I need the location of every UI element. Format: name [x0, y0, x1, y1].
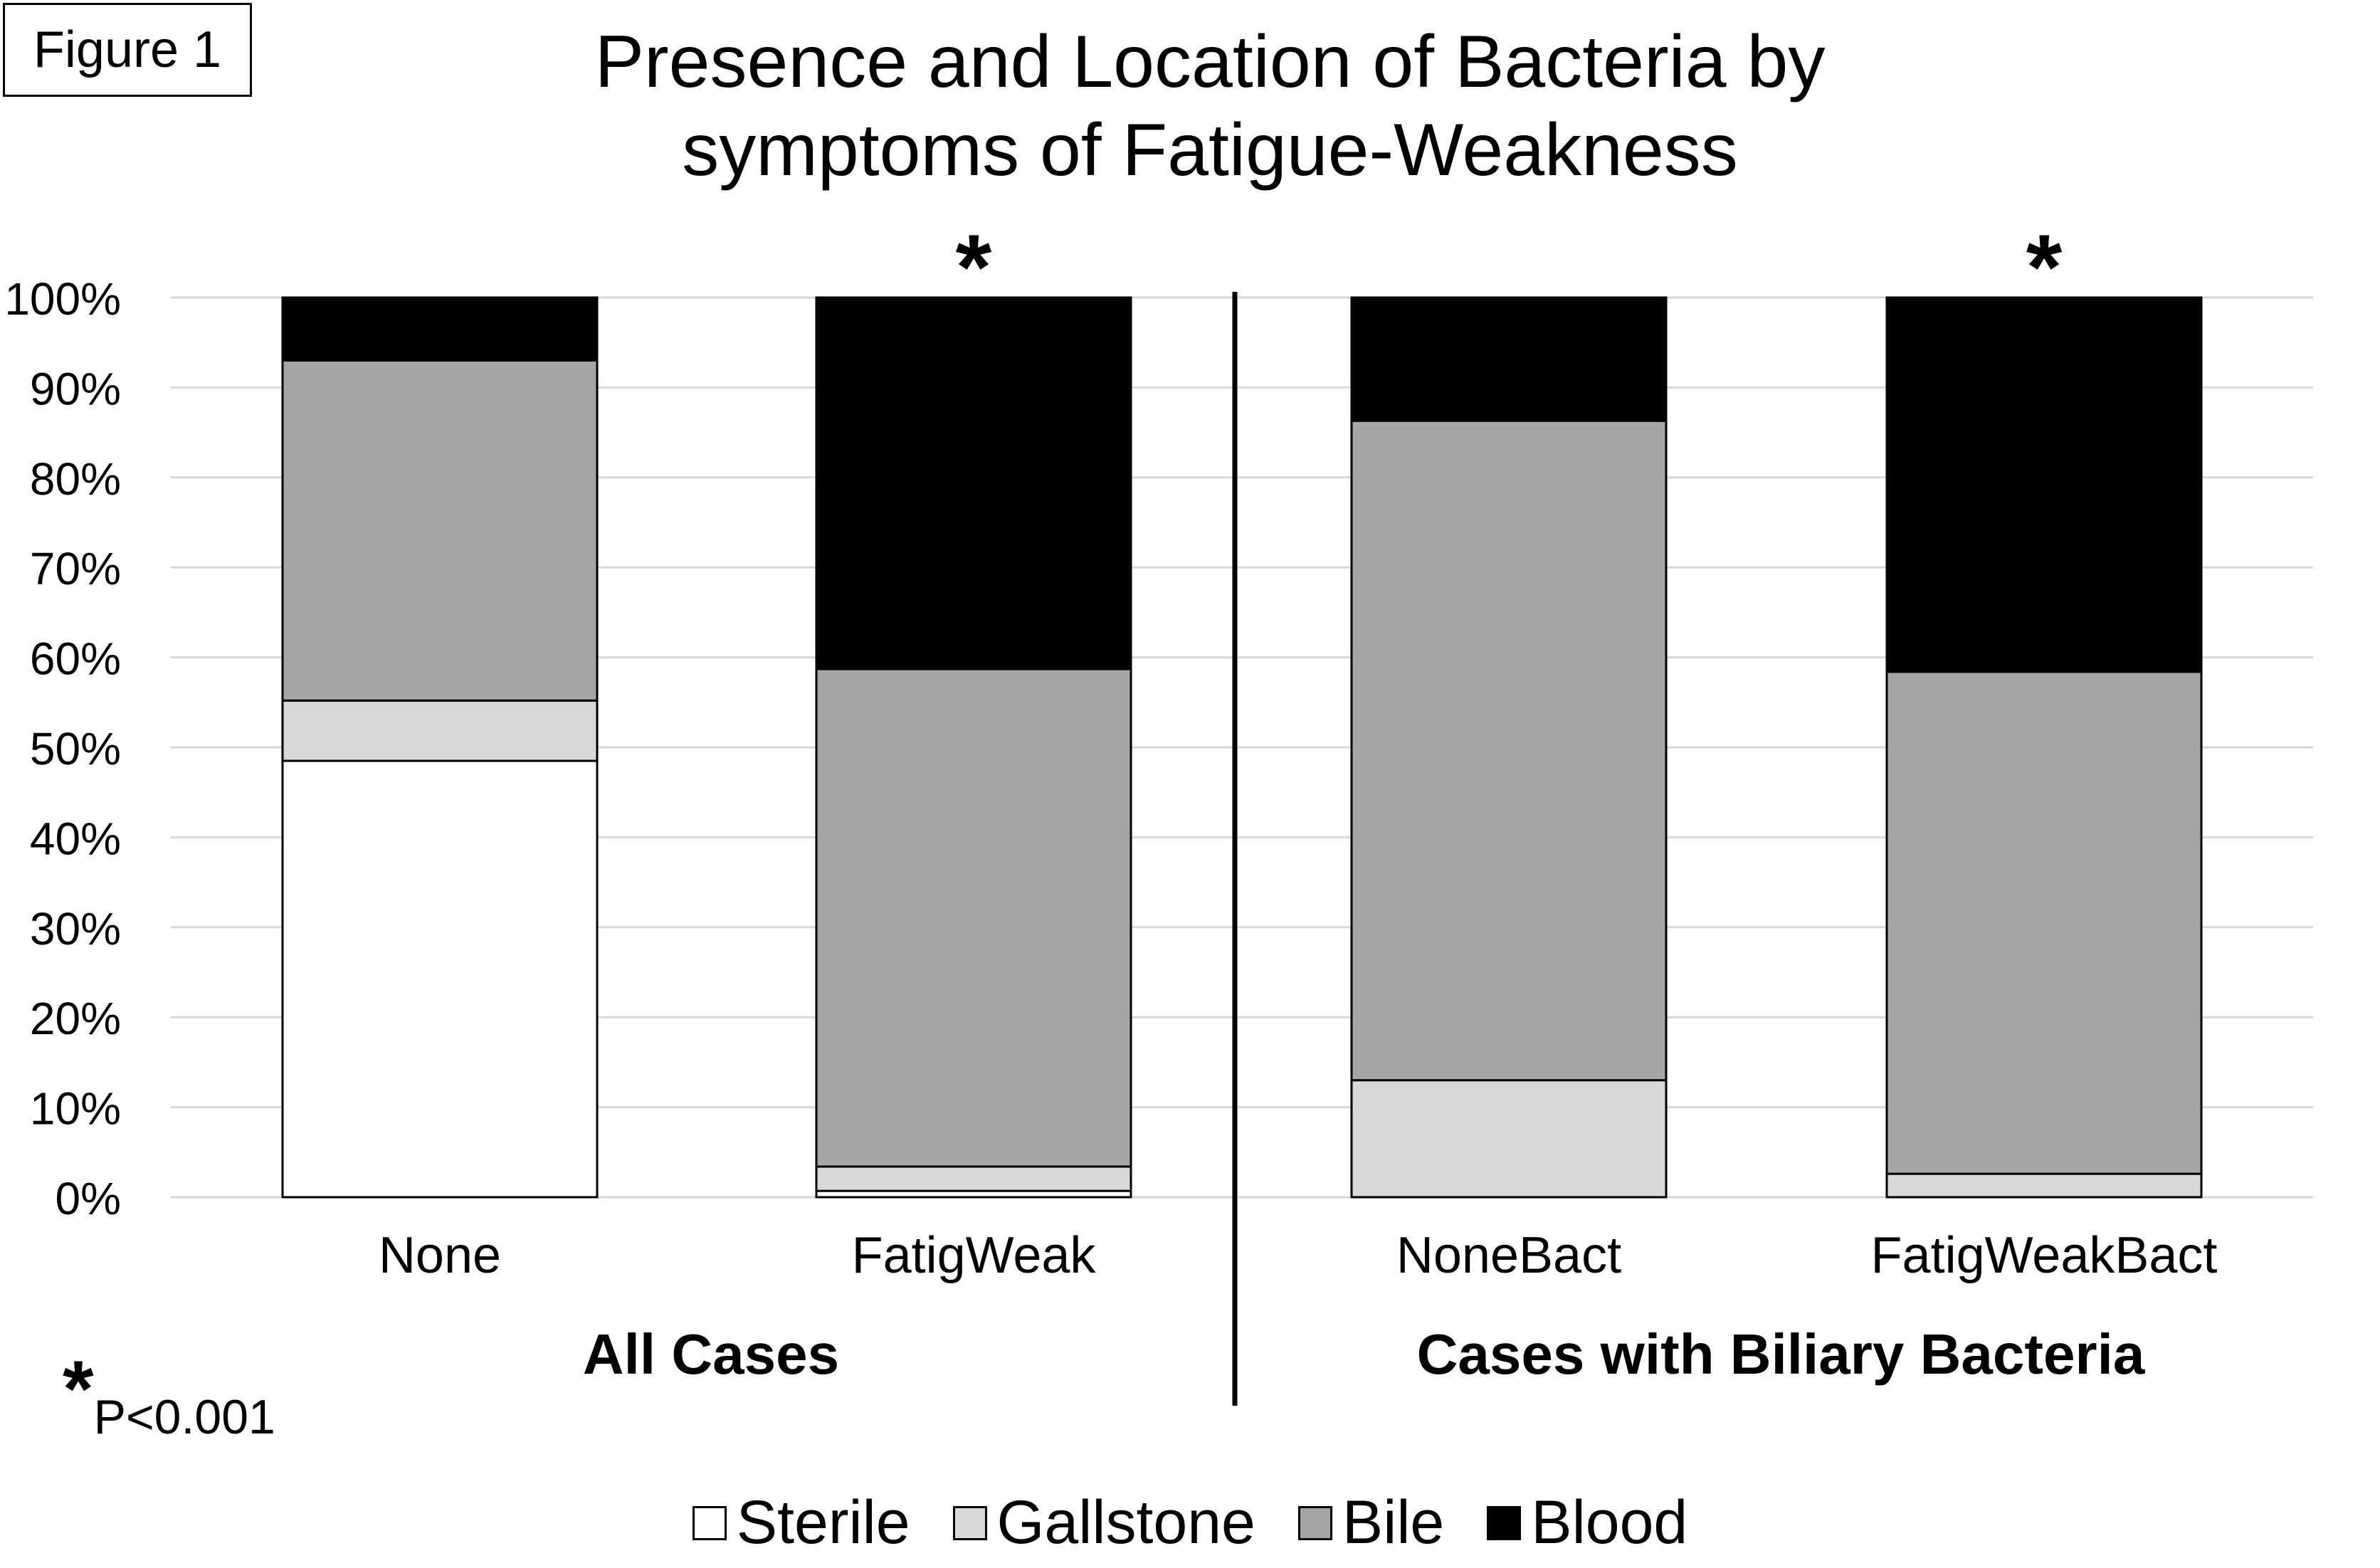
y-tick-label: 70%	[30, 543, 121, 594]
y-tick-label: 80%	[30, 453, 121, 505]
bar-segment-bile	[281, 359, 599, 702]
x-tick-label: NoneBact	[1396, 1227, 1621, 1284]
footnote-text: P<0.001	[93, 1390, 275, 1444]
legend-item-sterile: Sterile	[692, 1488, 910, 1558]
footnote: *P<0.001	[63, 1349, 275, 1445]
bar-segment-blood	[281, 296, 599, 362]
figure-label: Figure 1	[3, 3, 252, 97]
bar-segment-blood	[1885, 296, 2203, 673]
y-tick-label: 10%	[30, 1083, 121, 1135]
bar-segment-blood	[1350, 296, 1668, 422]
bar-stack-fatigweakbact	[1885, 296, 2203, 1199]
bar-segment-bile	[1885, 670, 2203, 1175]
bar-segment-gallstone	[281, 699, 599, 762]
significance-marker: *	[2026, 215, 2063, 319]
legend-label: Bile	[1342, 1488, 1445, 1557]
bar-segment-gallstone	[1350, 1079, 1668, 1199]
bar-segment-bile	[1350, 419, 1668, 1082]
x-tick-label: FatigWeakBact	[1871, 1227, 2218, 1284]
bar-segment-gallstone	[1885, 1172, 2203, 1199]
y-tick-label: 40%	[30, 813, 121, 864]
y-tick-label: 100%	[4, 273, 121, 325]
legend: Sterile Gallstone Bile Blood	[0, 1488, 2380, 1558]
legend-item-bile: Bile	[1297, 1488, 1445, 1558]
bars	[281, 296, 2203, 1199]
legend-item-blood: Blood	[1487, 1488, 1687, 1558]
x-tick-label: FatigWeak	[852, 1227, 1097, 1284]
y-tick-label: 50%	[30, 723, 121, 774]
y-tick-label: 20%	[30, 993, 121, 1044]
chart-title-line-1: Presence and Location of Bacteria by	[594, 21, 1826, 103]
bar-stack-fatigweak	[815, 296, 1132, 1199]
legend-swatch	[1487, 1505, 1522, 1540]
group-labels: All Cases Cases with Biliary Bacteria	[583, 1322, 2145, 1386]
legend-label: Sterile	[736, 1488, 910, 1557]
significance-markers: * *	[956, 215, 2063, 319]
legend-swatch	[952, 1505, 987, 1540]
significance-marker: *	[956, 215, 992, 319]
y-tick-label: 90%	[30, 363, 121, 414]
y-tick-label: 0%	[56, 1173, 122, 1224]
y-tick-label: 30%	[30, 903, 121, 954]
chart-title-line-2: symptoms of Fatigue-Weakness	[682, 109, 1738, 191]
bar-segment-bile	[815, 668, 1132, 1168]
chart-title: Presence and Location of Bacteria by sym…	[463, 18, 1957, 194]
legend-label: Blood	[1531, 1488, 1688, 1557]
legend-swatch	[1297, 1505, 1332, 1540]
group-label: All Cases	[583, 1322, 839, 1386]
bar-stack-none	[281, 296, 599, 1199]
bar-segment-gallstone	[815, 1165, 1132, 1192]
legend-label: Gallstone	[996, 1488, 1255, 1557]
x-axis-ticks: None FatigWeak NoneBact FatigWeakBact	[379, 1227, 2218, 1284]
legend-swatch	[692, 1505, 727, 1540]
group-label: Cases with Biliary Bacteria	[1417, 1322, 2145, 1386]
bar-segment-blood	[815, 296, 1132, 670]
footnote-marker: *	[63, 1345, 94, 1433]
y-axis-ticks: 0% 10% 20% 30% 40% 50% 60% 70% 80% 90% 100%	[4, 273, 121, 1224]
bar-segment-sterile	[281, 759, 599, 1199]
y-tick-label: 60%	[30, 633, 121, 685]
bar-stack-nonebact	[1350, 296, 1668, 1199]
legend-item-gallstone: Gallstone	[952, 1488, 1255, 1558]
x-tick-label: None	[379, 1227, 501, 1284]
